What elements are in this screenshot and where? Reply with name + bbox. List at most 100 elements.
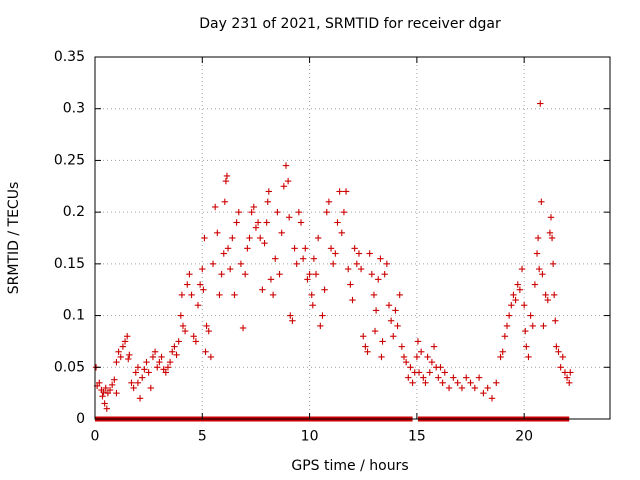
- data-point: [364, 348, 371, 355]
- data-point: [280, 183, 288, 190]
- data-point: [435, 374, 442, 381]
- data-point: [334, 219, 341, 226]
- data-point: [113, 358, 120, 366]
- data-point: [409, 379, 416, 386]
- data-point: [559, 353, 566, 361]
- data-point: [220, 250, 227, 257]
- data-point: [381, 271, 388, 278]
- data-point: [96, 379, 103, 386]
- data-point: [101, 400, 108, 407]
- data-point: [136, 395, 144, 402]
- data-point: [229, 234, 236, 242]
- data-point: [445, 384, 453, 392]
- data-point: [458, 384, 466, 392]
- data-point: [289, 317, 296, 324]
- data-point: [196, 281, 204, 288]
- data-point: [362, 343, 369, 350]
- data-point: [505, 312, 513, 319]
- data-point: [329, 260, 337, 268]
- data-point: [520, 302, 528, 309]
- data-point: [111, 376, 118, 383]
- data-point: [414, 338, 422, 345]
- data-point: [235, 208, 242, 216]
- data-point: [263, 219, 270, 226]
- y-tick-label: 0.1: [63, 308, 85, 324]
- data-point: [390, 333, 397, 340]
- data-point: [164, 364, 172, 371]
- data-point: [309, 302, 317, 309]
- data-point: [287, 312, 294, 319]
- data-point: [347, 281, 354, 288]
- data-point: [103, 405, 111, 412]
- data-point: [179, 322, 187, 330]
- data-point: [467, 379, 474, 386]
- data-point: [503, 322, 511, 330]
- data-point: [141, 366, 148, 373]
- data-point: [514, 281, 521, 288]
- data-point: [293, 260, 300, 268]
- data-point: [267, 276, 275, 283]
- data-point: [126, 351, 133, 359]
- data-point: [488, 395, 496, 402]
- data-point: [190, 333, 197, 340]
- data-point: [226, 265, 234, 273]
- data-point: [501, 333, 509, 340]
- data-point: [264, 198, 271, 205]
- y-tick-label: 0: [76, 411, 85, 427]
- data-point: [325, 198, 333, 205]
- data-point: [512, 296, 519, 304]
- ticks-layer: 0 0.05 0.1 0.15 0.2 0.25 0.3 0.35 0 5 10 15 20: [54, 49, 610, 445]
- data-point: [231, 291, 238, 299]
- data-point: [426, 369, 433, 376]
- data-point: [553, 343, 560, 350]
- data-point: [549, 260, 557, 268]
- data-point: [128, 379, 135, 386]
- data-point: [123, 333, 131, 340]
- data-point: [295, 208, 303, 216]
- data-point: [239, 324, 247, 332]
- data-point: [175, 338, 182, 345]
- data-point: [342, 188, 350, 195]
- data-points-layer: [92, 100, 574, 412]
- data-point: [186, 271, 193, 278]
- y-tick-label: 0.3: [63, 101, 85, 117]
- x-tick-label: 0: [91, 429, 100, 445]
- data-point: [561, 369, 569, 376]
- data-point: [327, 245, 335, 252]
- data-point: [567, 369, 574, 376]
- data-point: [132, 369, 139, 376]
- data-point: [508, 302, 515, 309]
- data-point: [321, 286, 328, 293]
- data-point: [106, 386, 114, 394]
- data-point: [428, 358, 436, 366]
- data-point: [387, 317, 395, 324]
- data-point: [372, 307, 380, 314]
- x-tick-label: 5: [198, 429, 207, 445]
- data-point: [308, 291, 315, 299]
- data-point: [134, 379, 142, 386]
- data-point: [531, 281, 539, 288]
- data-point: [566, 379, 573, 386]
- data-point: [166, 358, 174, 366]
- data-point: [454, 379, 461, 386]
- data-point: [115, 348, 122, 355]
- data-point: [233, 219, 240, 226]
- data-point: [422, 379, 429, 386]
- data-point: [398, 343, 406, 350]
- data-point: [437, 364, 444, 371]
- data-point: [366, 250, 373, 257]
- data-point: [349, 296, 356, 304]
- data-point: [259, 286, 266, 293]
- data-point: [199, 265, 206, 273]
- y-axis-label: SRMTID / TECUs: [6, 182, 22, 295]
- data-point: [396, 291, 403, 299]
- data-point: [205, 327, 212, 335]
- data-point: [113, 389, 120, 397]
- data-point: [538, 198, 545, 205]
- data-point: [304, 276, 311, 283]
- data-point: [282, 162, 290, 169]
- chart-title: Day 231 of 2021, SRMTID for receiver dga…: [199, 16, 501, 32]
- data-point: [471, 384, 479, 392]
- data-point: [151, 348, 159, 355]
